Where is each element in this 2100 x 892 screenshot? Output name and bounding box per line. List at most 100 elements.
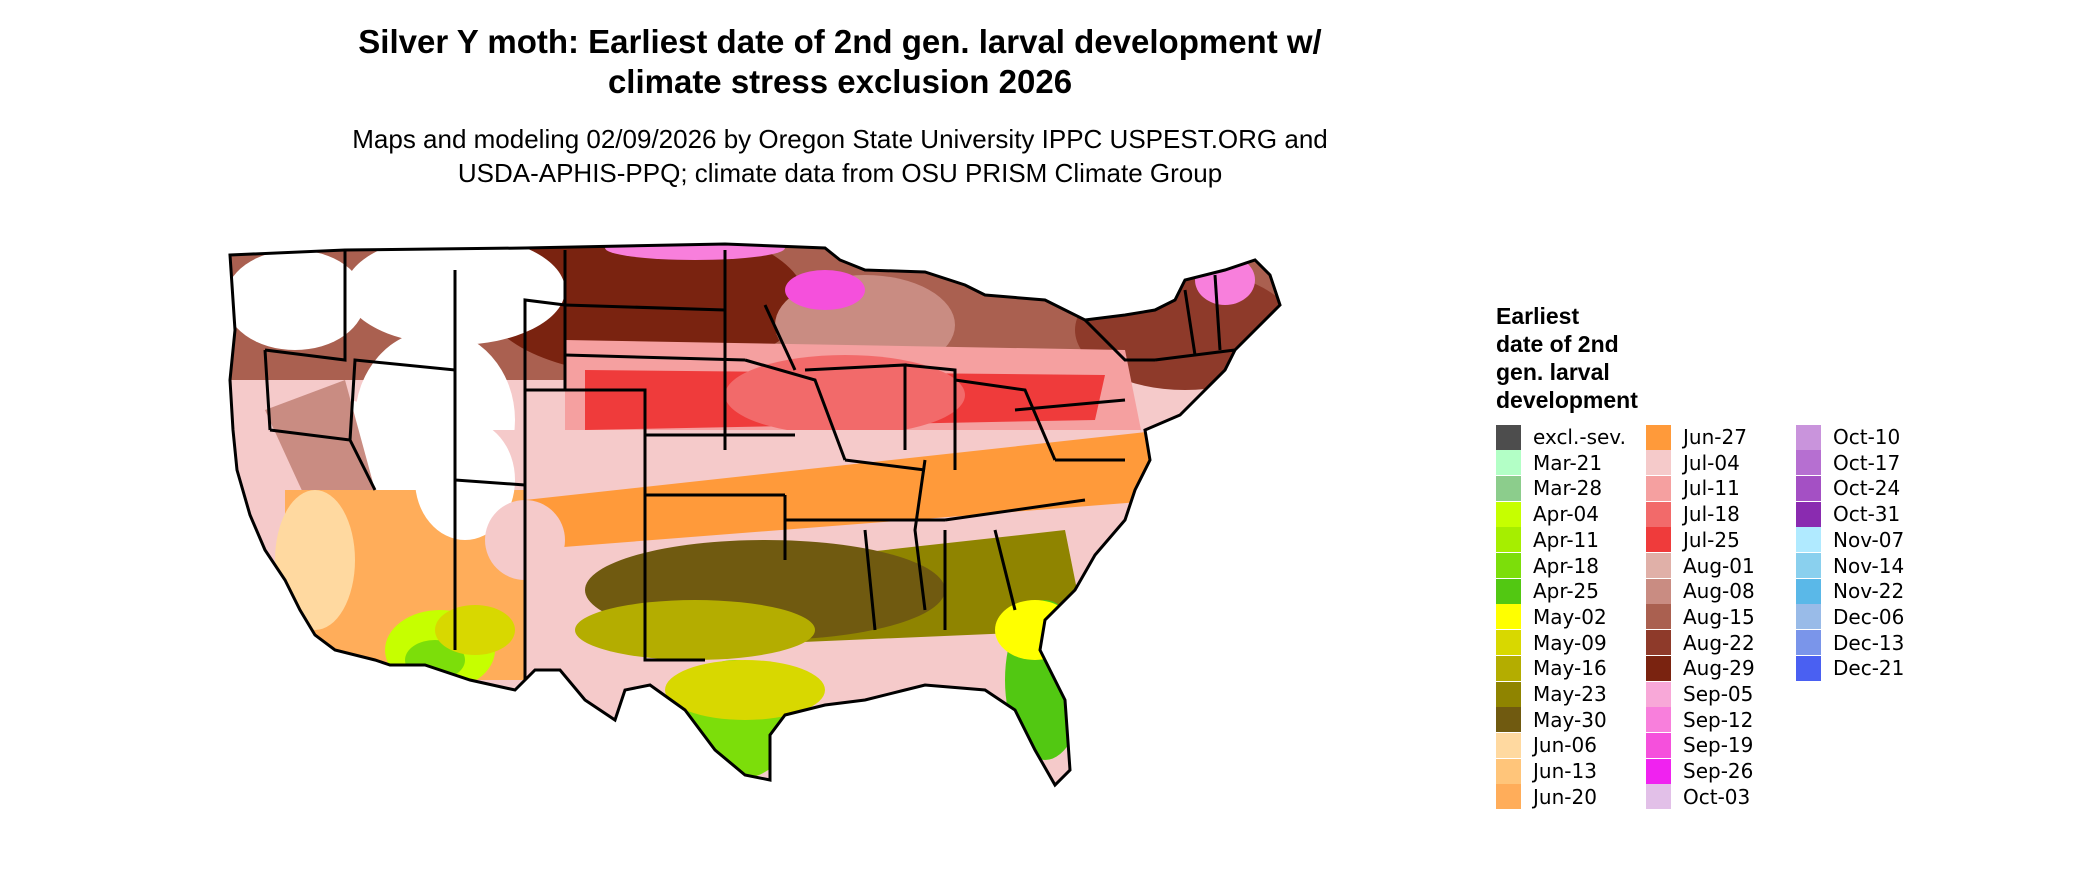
legend-swatch	[1646, 475, 1671, 501]
legend-label: Apr-18	[1533, 553, 1599, 578]
legend-swatch	[1646, 578, 1671, 604]
legend-swatch	[1646, 553, 1671, 578]
legend-label: Oct-03	[1683, 784, 1751, 809]
legend-item: Oct-24	[1796, 475, 1900, 501]
legend-item: Oct-10	[1796, 424, 1900, 450]
legend-item: Aug-01	[1646, 553, 1755, 579]
legend-label: Jul-11	[1683, 476, 1740, 501]
legend-label: Jun-20	[1533, 784, 1597, 809]
legend-label: Sep-26	[1683, 759, 1754, 784]
map-title-line-1: Silver Y moth: Earliest date of 2nd gen.…	[358, 23, 1322, 60]
legend-item: May-16	[1496, 655, 1607, 681]
legend-item: May-30	[1496, 707, 1607, 733]
legend-label: Aug-29	[1683, 656, 1755, 681]
us-map-svg	[228, 242, 1282, 787]
legend-label: Nov-22	[1833, 579, 1905, 604]
legend-item: May-23	[1496, 681, 1607, 707]
legend-swatch	[1796, 630, 1821, 656]
legend-swatch	[1496, 553, 1521, 578]
legend-swatch	[1496, 527, 1521, 553]
legend-item: Sep-12	[1646, 707, 1753, 733]
legend-label: Mar-28	[1533, 476, 1603, 501]
legend-item: Dec-13	[1796, 630, 1904, 656]
legend-label: Mar-21	[1533, 450, 1603, 475]
legend-item: Sep-26	[1646, 758, 1753, 784]
legend-item: Jul-18	[1646, 501, 1740, 527]
legend-label: Jul-25	[1683, 527, 1740, 552]
legend-title: Earliest date of 2nd gen. larval develop…	[1496, 302, 1696, 414]
legend-items: excl.-sev. Mar-21 Mar-28 Apr-04 Apr-11 Apr-18…	[1496, 424, 1956, 824]
legend-label: Jun-27	[1683, 425, 1747, 449]
state-boundaries	[228, 242, 1282, 787]
legend-item: May-09	[1496, 630, 1607, 656]
legend-swatch	[1796, 655, 1821, 681]
map-raster	[230, 244, 1280, 785]
legend-item: Jun-13	[1496, 758, 1597, 784]
legend-swatch	[1496, 424, 1521, 450]
us-map	[225, 230, 1465, 890]
legend-label: Oct-31	[1833, 502, 1901, 527]
legend-label: Apr-25	[1533, 579, 1599, 604]
legend-item: Aug-22	[1646, 630, 1755, 656]
legend-item: Mar-21	[1496, 450, 1602, 476]
legend-swatch	[1796, 527, 1821, 553]
legend-item: Apr-25	[1496, 578, 1599, 604]
legend-item: Jun-20	[1496, 784, 1597, 810]
legend-swatch	[1496, 475, 1521, 501]
legend-swatch	[1646, 604, 1671, 630]
legend-swatch	[1796, 424, 1821, 450]
map-title: Silver Y moth: Earliest date of 2nd gen.…	[240, 22, 1440, 102]
legend-label: Jul-04	[1683, 450, 1740, 475]
legend-item: Jul-11	[1646, 475, 1740, 501]
legend-item: Nov-07	[1796, 527, 1904, 553]
legend-label: Oct-24	[1833, 476, 1901, 501]
legend-label: May-09	[1533, 630, 1607, 655]
legend-swatch	[1496, 681, 1521, 707]
legend-item: Apr-18	[1496, 553, 1599, 579]
legend-swatch	[1496, 578, 1521, 604]
legend-label: Aug-01	[1683, 553, 1755, 578]
legend-title-line-4: development	[1496, 387, 1638, 413]
legend-swatch	[1496, 655, 1521, 681]
legend-swatch	[1646, 450, 1671, 476]
legend-swatch	[1646, 707, 1671, 733]
legend-item: Oct-03	[1646, 784, 1750, 810]
legend-label: May-02	[1533, 604, 1607, 629]
map-subtitle: Maps and modeling 02/09/2026 by Oregon S…	[240, 122, 1440, 190]
legend-swatch	[1496, 732, 1521, 758]
legend-item: Dec-06	[1796, 604, 1904, 630]
legend-item: Aug-29	[1646, 655, 1755, 681]
legend-item: excl.-sev.	[1496, 424, 1626, 450]
legend-swatch	[1496, 450, 1521, 476]
map-title-line-2: climate stress exclusion 2026	[607, 63, 1073, 100]
legend-item: Jul-25	[1646, 527, 1740, 553]
legend-swatch	[1796, 604, 1821, 630]
legend-label: May-16	[1533, 656, 1607, 681]
legend-label: Sep-19	[1683, 733, 1754, 758]
legend-swatch	[1646, 655, 1671, 681]
legend-swatch	[1796, 553, 1821, 578]
legend-label: Apr-11	[1533, 527, 1599, 552]
legend-item: Sep-19	[1646, 732, 1753, 758]
legend-label: May-23	[1533, 682, 1607, 706]
legend-item: Oct-31	[1796, 501, 1900, 527]
legend-item: Jul-04	[1646, 450, 1740, 476]
legend: Earliest date of 2nd gen. larval develop…	[1496, 302, 1904, 810]
legend-item: Jun-06	[1496, 732, 1597, 758]
legend-label: Nov-14	[1833, 553, 1905, 578]
legend-swatch	[1646, 732, 1671, 758]
legend-item: Apr-11	[1496, 527, 1599, 553]
legend-swatch	[1646, 681, 1671, 707]
legend-swatch	[1646, 527, 1671, 553]
legend-swatch	[1496, 784, 1521, 810]
legend-swatch	[1496, 707, 1521, 733]
legend-swatch	[1646, 501, 1671, 527]
legend-swatch	[1646, 784, 1671, 810]
legend-swatch	[1496, 604, 1521, 630]
legend-label: Oct-10	[1833, 425, 1901, 449]
legend-label: Dec-21	[1833, 656, 1905, 681]
legend-item: Dec-21	[1796, 655, 1904, 681]
legend-item: Oct-17	[1796, 450, 1900, 476]
legend-label: Apr-04	[1533, 502, 1599, 527]
legend-label: Jun-13	[1533, 759, 1597, 784]
